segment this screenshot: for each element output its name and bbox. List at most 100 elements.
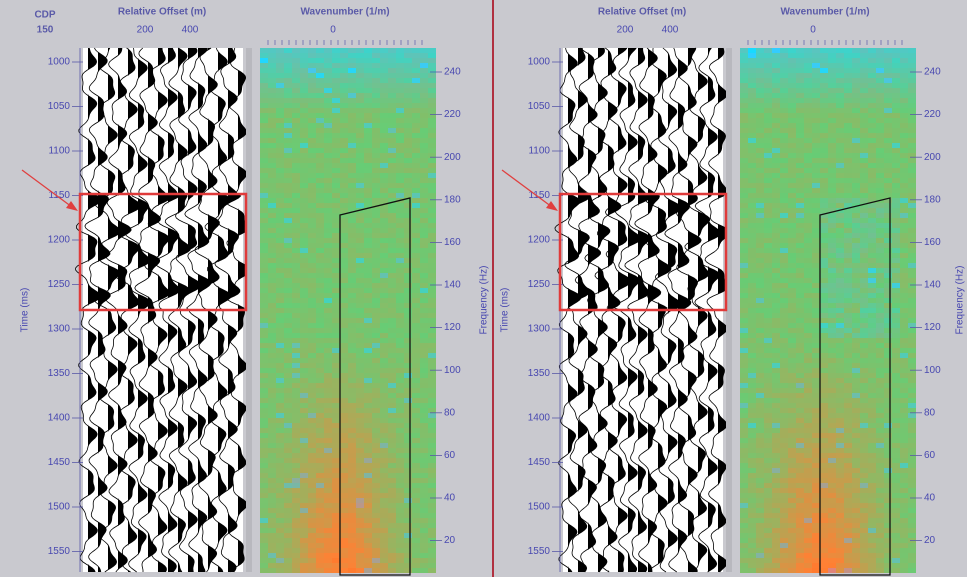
spectrum-cell <box>356 198 364 203</box>
spectrum-cell <box>372 343 380 348</box>
spectrum-cell <box>404 113 412 118</box>
spectrum-cell <box>908 273 916 278</box>
spectrum-cell <box>420 423 428 428</box>
spectrum-cell <box>420 443 428 448</box>
spectrum-cell <box>268 523 276 528</box>
spectrum-cell <box>340 193 348 198</box>
spectrum-cell <box>804 258 812 263</box>
spectrum-cell <box>908 243 916 248</box>
spectrum-cell <box>420 63 428 68</box>
spectrum-cell <box>388 513 396 518</box>
spectrum-cell <box>748 138 756 143</box>
spectrum-cell <box>284 308 292 313</box>
spectrum-cell <box>332 238 340 243</box>
spectrum-cell <box>428 423 436 428</box>
spectrum-cell <box>748 313 756 318</box>
spectrum-cell <box>828 483 836 488</box>
spectrum-cell <box>772 433 780 438</box>
spectrum-cell <box>812 368 820 373</box>
spectrum-cell <box>804 58 812 63</box>
spectrum-cell <box>324 253 332 258</box>
spectrum-cell <box>860 293 868 298</box>
spectrum-cell <box>308 203 316 208</box>
spectrum-cell <box>796 203 804 208</box>
spectrum-cell <box>348 53 356 58</box>
time-tick-label: 1400 <box>48 413 71 424</box>
spectrum-cell <box>428 563 436 568</box>
spectrum-cell <box>268 558 276 563</box>
spectrum-cell <box>284 158 292 163</box>
spectrum-cell <box>748 533 756 538</box>
spectrum-cell <box>908 318 916 323</box>
spectrum-cell <box>740 513 748 518</box>
spectrum-cell <box>844 168 852 173</box>
spectrum-cell <box>756 128 764 133</box>
spectrum-cell <box>388 558 396 563</box>
spectrum-cell <box>284 453 292 458</box>
spectrum-cell <box>332 328 340 333</box>
spectrum-cell <box>268 183 276 188</box>
spectrum-cell <box>388 53 396 58</box>
spectrum-cell <box>820 298 828 303</box>
spectrum-cell <box>756 323 764 328</box>
spectrum-cell <box>396 98 404 103</box>
spectrum-cell <box>900 193 908 198</box>
spectrum-cell <box>868 398 876 403</box>
spectrum-cell <box>412 323 420 328</box>
spectrum-cell <box>324 158 332 163</box>
spectrum-cell <box>300 118 308 123</box>
frequency-tick-label: 40 <box>444 493 456 504</box>
spectrum-cell <box>900 238 908 243</box>
spectrum-cell <box>900 468 908 473</box>
spectrum-cell <box>340 308 348 313</box>
spectrum-cell <box>820 463 828 468</box>
spectrum-cell <box>756 518 764 523</box>
spectrum-cell <box>740 338 748 343</box>
spectrum-cell <box>884 543 892 548</box>
spectrum-cell <box>788 163 796 168</box>
spectrum-cell <box>388 508 396 513</box>
spectrum-cell <box>404 513 412 518</box>
spectrum-cell <box>868 208 876 213</box>
spectrum-cell <box>828 568 836 573</box>
spectrum-cell <box>268 218 276 223</box>
spectrum-cell <box>876 183 884 188</box>
spectrum-cell <box>796 308 804 313</box>
spectrum-cell <box>316 78 324 83</box>
spectrum-cell <box>316 138 324 143</box>
time-tick-label: 1200 <box>528 235 551 246</box>
spectrum-cell <box>332 563 340 568</box>
spectrum-cell <box>860 363 868 368</box>
spectrum-cell <box>316 363 324 368</box>
spectrum-cell <box>764 383 772 388</box>
spectrum-cell <box>380 563 388 568</box>
spectrum-cell <box>396 473 404 478</box>
spectrum-cell <box>276 548 284 553</box>
spectrum-cell <box>860 93 868 98</box>
spectrum-cell <box>324 553 332 558</box>
spectrum-cell <box>396 283 404 288</box>
spectrum-cell <box>820 268 828 273</box>
spectrum-cell <box>844 443 852 448</box>
spectrum-cell <box>772 193 780 198</box>
spectrum-cell <box>340 298 348 303</box>
spectrum-cell <box>860 138 868 143</box>
spectrum-cell <box>388 443 396 448</box>
spectrum-cell <box>828 448 836 453</box>
spectrum-cell <box>900 558 908 563</box>
spectrum-cell <box>396 448 404 453</box>
spectrum-cell <box>796 463 804 468</box>
spectrum-cell <box>836 113 844 118</box>
spectrum-cell <box>852 548 860 553</box>
spectrum-cell <box>260 98 268 103</box>
spectrum-cell <box>756 563 764 568</box>
spectrum-cell <box>812 153 820 158</box>
spectrum-cell <box>908 428 916 433</box>
spectrum-cell <box>348 488 356 493</box>
spectrum-cell <box>316 498 324 503</box>
spectrum-cell <box>772 283 780 288</box>
spectrum-cell <box>884 168 892 173</box>
spectrum-cell <box>820 548 828 553</box>
spectrum-cell <box>900 428 908 433</box>
spectrum-cell <box>340 383 348 388</box>
